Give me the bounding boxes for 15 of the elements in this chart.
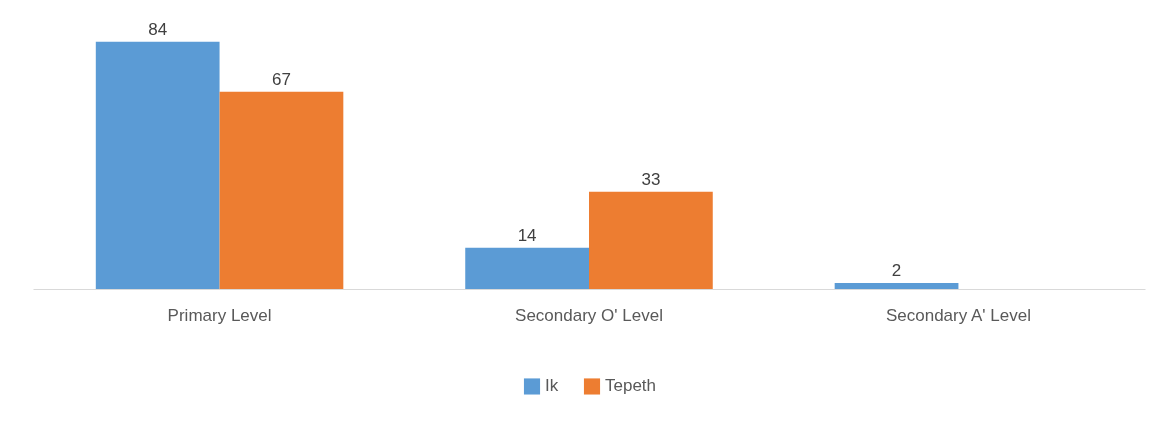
data-label: 2 — [891, 261, 902, 281]
data-label: 67 — [271, 69, 291, 89]
bar — [219, 91, 344, 289]
bar — [589, 191, 713, 289]
data-label: 14 — [517, 225, 537, 245]
legend-label: Ik — [545, 376, 559, 396]
x-tick-label: Secondary O' Level — [515, 305, 663, 325]
x-tick-label: Secondary A' Level — [885, 305, 1031, 325]
bar — [95, 41, 220, 289]
bar — [834, 283, 959, 289]
data-label: 33 — [641, 169, 661, 189]
data-label: 84 — [148, 19, 168, 39]
x-tick-label: Primary Level — [167, 305, 272, 325]
legend-label: Tepeth — [605, 376, 657, 396]
bar — [465, 247, 589, 289]
